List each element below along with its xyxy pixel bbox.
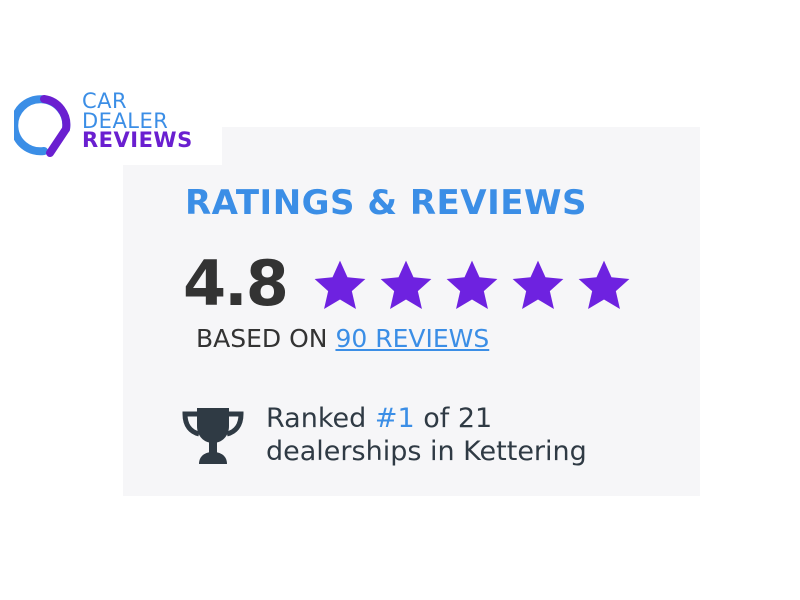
rating-score: 4.8 bbox=[183, 247, 289, 320]
ranking-text: Ranked #1 of 21 dealerships in Kettering bbox=[266, 402, 587, 468]
rank-suffix: of 21 bbox=[423, 403, 493, 434]
star-rating bbox=[310, 257, 634, 315]
rank-prefix: Ranked bbox=[266, 403, 367, 434]
logo-text-car: CAR bbox=[82, 89, 128, 113]
based-on-text: BASED ON 90 REVIEWS bbox=[196, 324, 489, 353]
star-icon bbox=[314, 260, 366, 309]
rank-location: dealerships in Kettering bbox=[266, 436, 587, 467]
car-dealer-reviews-logo[interactable]: CAR DEALER REVIEWS bbox=[0, 85, 222, 165]
based-on-label: BASED ON bbox=[196, 324, 328, 353]
logo-text-reviews: REVIEWS bbox=[82, 128, 193, 152]
star-icon bbox=[578, 260, 630, 309]
reviews-link[interactable]: 90 REVIEWS bbox=[335, 324, 490, 353]
star-icon bbox=[512, 260, 564, 309]
star-icon bbox=[380, 260, 432, 309]
logo-ring-icon bbox=[14, 95, 71, 157]
star-icon bbox=[446, 260, 498, 309]
logo-text-dealer: DEALER bbox=[82, 109, 169, 133]
widget-title: RATINGS & REVIEWS bbox=[185, 183, 587, 223]
rank-number: #1 bbox=[374, 403, 415, 434]
trophy-icon bbox=[182, 408, 244, 464]
